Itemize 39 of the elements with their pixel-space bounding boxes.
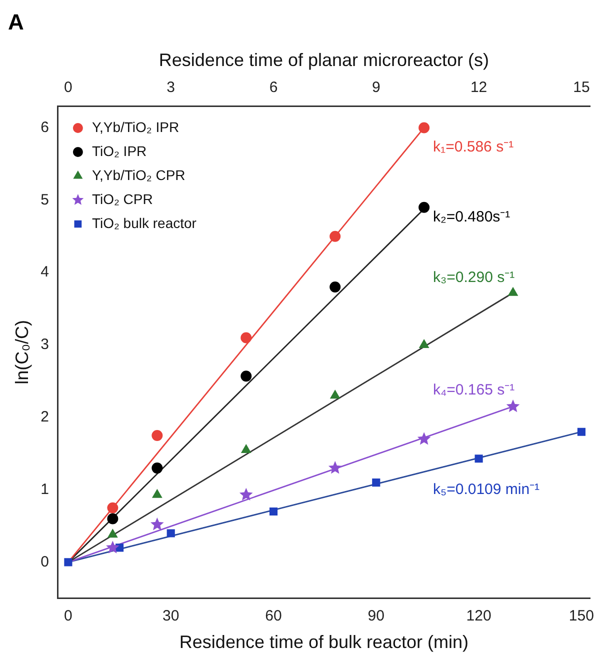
y-tick-label: 2 <box>40 408 49 426</box>
y-tick-label: 3 <box>40 336 49 354</box>
y-tick-label: 0 <box>40 553 49 570</box>
x-tick-label: 60 <box>265 608 282 625</box>
annotation: k₂=0.480s⁻¹ <box>433 208 510 226</box>
x-tick-label: 0 <box>64 608 72 625</box>
x-tick-label: 150 <box>568 608 594 625</box>
x2-tick-label: 12 <box>470 79 488 96</box>
legend-label: TiO₂ bulk reactor <box>92 214 197 231</box>
point <box>577 428 586 436</box>
y-tick-label: 1 <box>40 480 49 498</box>
x-tick-label: 30 <box>162 608 180 625</box>
chart-title: A <box>8 9 24 34</box>
annotation: k₃=0.290 s⁻¹ <box>433 268 515 286</box>
x2-axis-title: Residence time of planar microreactor (s) <box>158 50 490 70</box>
x-tick-label: 90 <box>368 608 384 625</box>
legend-label: TiO₂ CPR <box>92 190 153 207</box>
x-tick-label: 120 <box>466 608 492 625</box>
annotation: k₅=0.0109 min⁻¹ <box>433 481 540 498</box>
y-tick-label: 5 <box>40 191 49 208</box>
y-tick-label: 6 <box>40 118 49 136</box>
legend-label: Y,Yb/TiO₂ IPR <box>92 118 180 135</box>
point <box>166 529 175 538</box>
point <box>269 507 278 516</box>
legend-label: Y,Yb/TiO₂ CPR <box>92 166 186 183</box>
point <box>372 478 380 487</box>
point <box>474 454 483 463</box>
x2-tick-label: 3 <box>166 79 176 96</box>
point <box>64 558 72 566</box>
x2-tick-label: 15 <box>573 79 590 96</box>
x2-tick-label: 0 <box>64 79 72 96</box>
y-axis-title: ln(C₀/C) <box>12 320 32 384</box>
annotation: k₁=0.586 s⁻¹ <box>433 138 514 156</box>
x-axis-title: Residence time of bulk reactor (min) <box>179 632 469 652</box>
x2-tick-label: 6 <box>269 79 278 96</box>
legend-label: TiO₂ IPR <box>92 142 147 159</box>
annotation: k₄=0.165 s⁻¹ <box>433 381 515 398</box>
x2-tick-label: 9 <box>372 79 380 96</box>
y-tick-label: 4 <box>40 264 49 281</box>
